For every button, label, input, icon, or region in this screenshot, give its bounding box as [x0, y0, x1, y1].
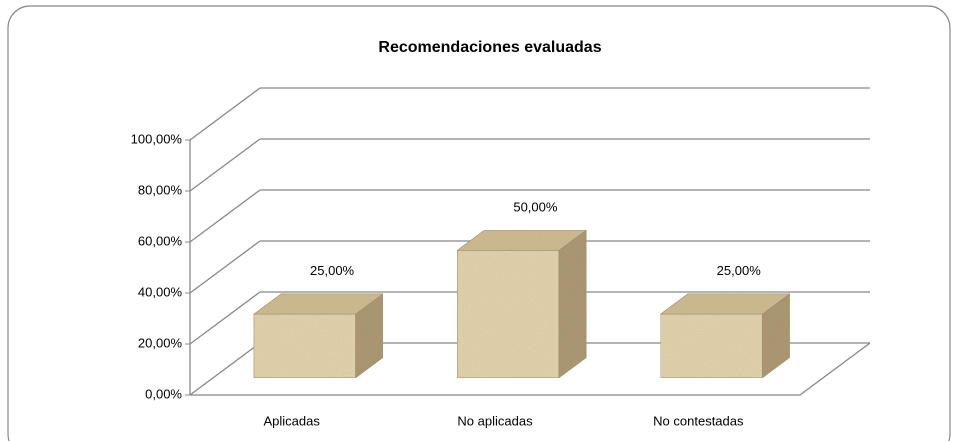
bar-face: [659, 293, 791, 315]
grid-line: [189, 291, 261, 345]
x-tick-label: No aplicadas: [457, 413, 533, 428]
bar-face: [253, 313, 356, 379]
y-tick-label: 80,00%: [138, 182, 183, 197]
grid-line: [189, 342, 261, 396]
y-tick-label: 0,00%: [145, 386, 182, 401]
bar: [253, 293, 384, 379]
floor-edge: [799, 342, 871, 396]
data-label: 25,00%: [717, 263, 762, 278]
grid-line: [189, 240, 261, 294]
bar: [659, 293, 791, 379]
bar: [456, 229, 588, 379]
chart-title: Recomendaciones evaluadas: [378, 39, 601, 56]
grid-line: [189, 138, 261, 192]
grid-line: [189, 87, 261, 141]
bar-face: [660, 313, 763, 379]
data-label: 50,00%: [513, 199, 558, 214]
y-tick-label: 60,00%: [138, 233, 183, 248]
x-tick-label: No contestadas: [653, 413, 744, 428]
bar-face: [456, 250, 560, 379]
bar-face: [253, 293, 384, 315]
y-tick-label: 100,00%: [131, 131, 183, 146]
bar-face: [456, 229, 588, 251]
data-label: 25,00%: [310, 263, 355, 278]
y-tick-label: 20,00%: [138, 335, 183, 350]
bar-face: [558, 229, 587, 379]
grid-line: [189, 189, 261, 243]
y-tick-label: 40,00%: [138, 284, 183, 299]
x-tick-label: Aplicadas: [263, 413, 320, 428]
